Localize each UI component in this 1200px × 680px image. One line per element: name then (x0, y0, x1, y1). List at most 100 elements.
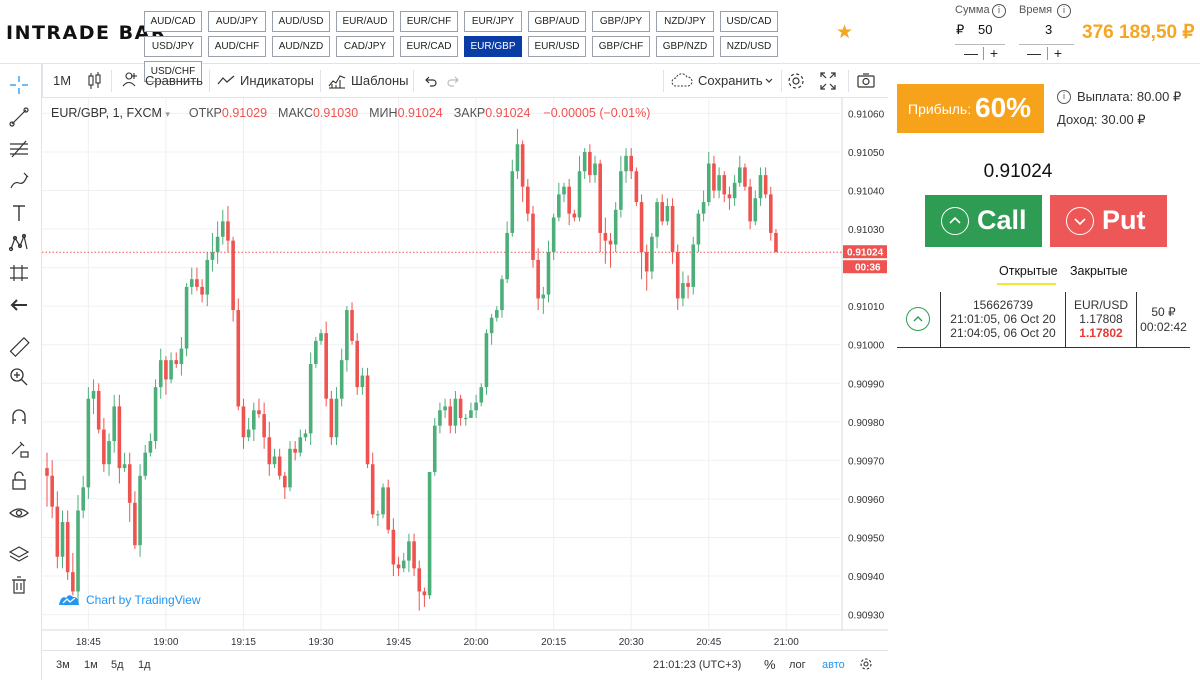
pair-button-usd-cad[interactable]: USD/CAD (720, 11, 778, 32)
pair-button-gbp-chf[interactable]: GBP/CHF (592, 36, 650, 57)
indicators-icon[interactable] (217, 64, 235, 98)
pair-button-eur-usd[interactable]: EUR/USD (528, 36, 586, 57)
amount-input[interactable]: 50 (978, 22, 993, 37)
pair-button-eur-aud[interactable]: EUR/AUD (336, 11, 394, 32)
time-input[interactable]: 3 (1045, 22, 1053, 37)
candle-body (76, 510, 80, 592)
fib-tool-icon[interactable] (6, 136, 32, 162)
amount-minus-button[interactable]: — (964, 45, 978, 61)
time-plus-button[interactable]: + (1053, 45, 1063, 61)
pair-button-nzd-jpy[interactable]: NZD/JPY (656, 11, 714, 32)
magnet-icon[interactable] (6, 404, 32, 430)
tab-closed-trades[interactable]: Закрытые (1070, 264, 1128, 278)
arrow-back-icon[interactable] (6, 292, 32, 318)
pair-button-eur-chf[interactable]: EUR/CHF (400, 11, 458, 32)
candle-body (608, 240, 613, 245)
indicators-button[interactable]: Индикаторы (240, 73, 314, 88)
info-icon[interactable]: i (1057, 90, 1071, 104)
tradingview-credit[interactable]: Chart by TradingView (58, 592, 201, 607)
credit-text[interactable]: Chart by TradingView (86, 593, 201, 607)
compare-button[interactable]: Сравнить (145, 73, 203, 88)
pair-button-aud-nzd[interactable]: AUD/NZD (272, 36, 330, 57)
candle-body (748, 186, 752, 222)
chevron-down-icon[interactable] (764, 64, 774, 98)
candle-body (422, 591, 427, 596)
put-button[interactable]: Put (1050, 195, 1167, 247)
range-3m-button[interactable]: 3м (56, 659, 70, 671)
pair-button-eur-cad[interactable]: EUR/CAD (400, 36, 458, 57)
range-1m-button[interactable]: 1м (84, 659, 98, 671)
chart-area[interactable]: 0.910600.910500.910400.910300.910200.910… (42, 98, 888, 680)
price-tick-label: 0.90950 (848, 533, 885, 544)
pair-button-gbp-nzd[interactable]: GBP/NZD (656, 36, 714, 57)
layers-icon[interactable] (6, 542, 32, 568)
zoom-in-icon[interactable] (6, 364, 32, 390)
pair-button-eur-jpy[interactable]: EUR/JPY (464, 11, 522, 32)
pair-button-aud-cad[interactable]: AUD/CAD (144, 11, 202, 32)
pair-button-aud-jpy[interactable]: AUD/JPY (208, 11, 266, 32)
compare-icon[interactable] (120, 64, 138, 98)
auto-toggle[interactable]: авто (822, 659, 845, 671)
fullscreen-icon[interactable] (819, 64, 837, 98)
pair-button-gbp-jpy[interactable]: GBP/JPY (592, 11, 650, 32)
save-button[interactable]: Сохранить (698, 73, 763, 88)
brush-icon[interactable] (6, 168, 32, 194)
candles-icon[interactable] (87, 64, 103, 98)
cloud-icon[interactable] (671, 64, 693, 98)
candle-body (339, 360, 344, 399)
time-minus-button[interactable]: — (1027, 45, 1041, 61)
info-icon[interactable]: i (992, 4, 1006, 18)
eye-icon[interactable] (6, 500, 32, 526)
range-1d-button[interactable]: 1д (138, 659, 151, 671)
low-value: 0.91024 (397, 106, 443, 120)
price-tick-label: 0.91050 (848, 148, 885, 159)
pattern-icon[interactable] (6, 230, 32, 256)
camera-icon[interactable] (856, 64, 876, 98)
candle-body (401, 560, 406, 569)
lock-icon[interactable] (6, 468, 32, 494)
pencil-lock-icon[interactable] (6, 436, 32, 462)
percent-toggle[interactable]: % (764, 657, 776, 672)
countdown-tag (843, 260, 887, 274)
tab-open-trades[interactable]: Открытые (999, 264, 1058, 278)
trash-icon[interactable] (6, 572, 32, 598)
gear-icon[interactable] (786, 64, 806, 98)
pair-button-nzd-usd[interactable]: NZD/USD (720, 36, 778, 57)
candle-body (122, 464, 127, 469)
info-icon[interactable]: i (1057, 4, 1071, 18)
pair-button-gbp-aud[interactable]: GBP/AUD (528, 11, 586, 32)
interval-button[interactable]: 1M (53, 73, 72, 88)
pair-button-aud-usd[interactable]: AUD/USD (272, 11, 330, 32)
prediction-icon[interactable] (6, 260, 32, 286)
pair-button-usd-chf[interactable]: USD/CHF (144, 61, 202, 82)
chevron-down-icon[interactable]: ▾ (165, 109, 170, 119)
pair-button-eur-gbp[interactable]: EUR/GBP (464, 36, 522, 57)
ruler-icon[interactable] (6, 334, 32, 360)
star-icon[interactable]: ★ (836, 22, 854, 43)
symbol-label[interactable]: EUR/GBP, 1, FXCM (51, 106, 162, 120)
undo-icon[interactable] (423, 64, 437, 98)
pair-button-usd-jpy[interactable]: USD/JPY (144, 36, 202, 57)
text-tool-icon[interactable] (6, 200, 32, 226)
log-toggle[interactable]: лог (789, 659, 806, 671)
price-tick-label: 0.90990 (848, 379, 885, 390)
crosshair-icon[interactable] (6, 72, 32, 98)
range-5d-button[interactable]: 5д (111, 659, 124, 671)
current-price-tag (843, 245, 887, 259)
redo-icon[interactable] (447, 64, 461, 98)
price-chart[interactable]: 0.910600.910500.910400.910300.910200.910… (42, 98, 888, 650)
templates-button[interactable]: Шаблоны (351, 73, 409, 88)
templates-icon[interactable] (328, 64, 346, 98)
trend-line-icon[interactable] (6, 104, 32, 130)
candle-body (531, 213, 535, 260)
candle-body (112, 406, 117, 442)
time-label: Время (1019, 4, 1053, 16)
candle-body (169, 360, 173, 380)
pair-button-cad-jpy[interactable]: CAD/JPY (336, 36, 394, 57)
drawing-toolbar (0, 64, 42, 680)
close-value: 0.91024 (485, 106, 531, 120)
call-button[interactable]: Call (925, 195, 1042, 247)
gear-icon[interactable] (859, 656, 873, 675)
pair-button-aud-chf[interactable]: AUD/CHF (208, 36, 266, 57)
amount-plus-button[interactable]: + (989, 45, 999, 61)
